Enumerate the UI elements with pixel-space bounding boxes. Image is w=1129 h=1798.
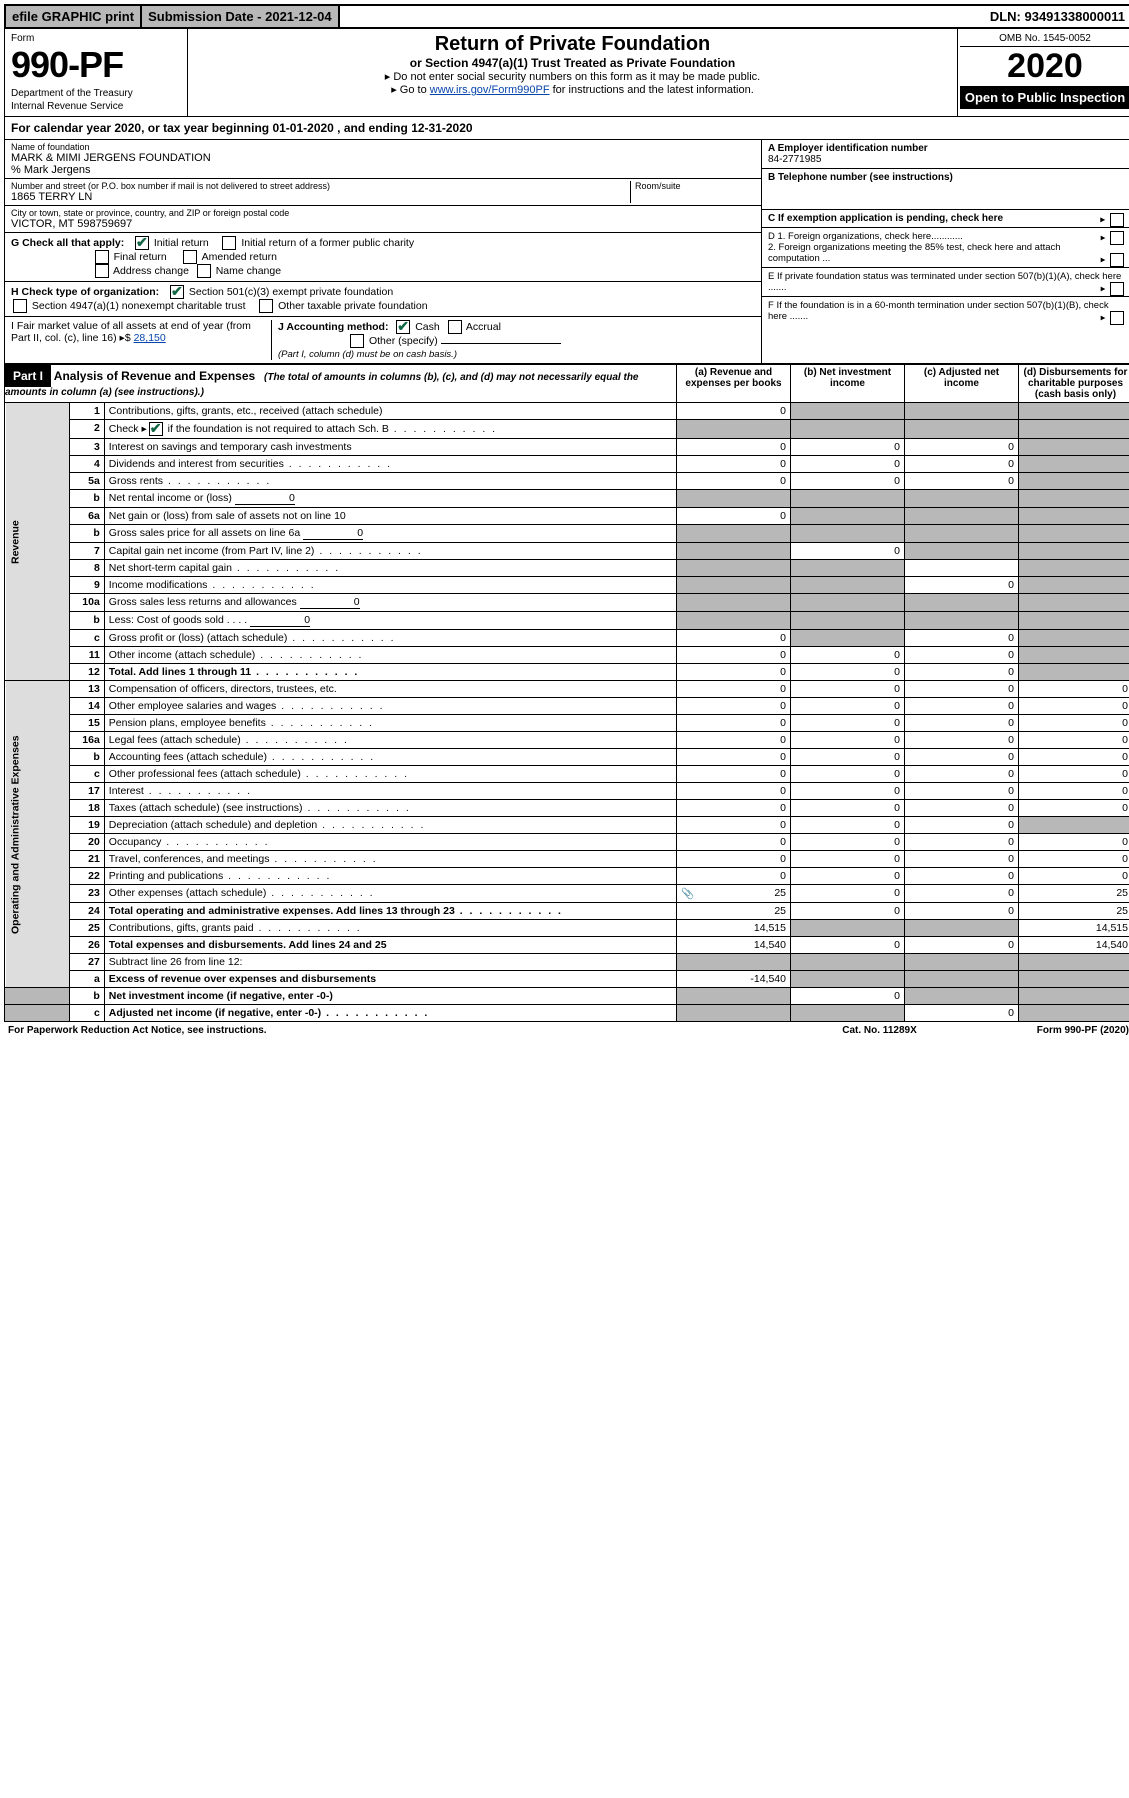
col-c: (c) Adjusted net income: [905, 365, 1019, 403]
submission-date: Submission Date - 2021-12-04: [142, 6, 340, 27]
chk-cash[interactable]: [396, 320, 410, 334]
chk-4947[interactable]: [13, 299, 27, 313]
city-cell: City or town, state or province, country…: [5, 206, 761, 233]
ein-cell: A Employer identification number 84-2771…: [762, 140, 1129, 169]
entity-block: Name of foundation MARK & MIMI JERGENS F…: [4, 140, 1129, 364]
chk-initial[interactable]: [135, 236, 149, 250]
h-row: H Check type of organization: Section 50…: [5, 282, 761, 317]
calendar-row: For calendar year 2020, or tax year begi…: [4, 117, 1129, 140]
form-title: Return of Private Foundation: [194, 33, 951, 56]
chk-namechg[interactable]: [197, 264, 211, 278]
phone-cell: B Telephone number (see instructions): [762, 169, 1129, 210]
form-number: 990-PF: [11, 44, 181, 86]
chk-other-method[interactable]: [350, 334, 364, 348]
chk-other-tax[interactable]: [259, 299, 273, 313]
e-cell: E If private foundation status was termi…: [762, 268, 1129, 297]
paperwork-notice: For Paperwork Reduction Act Notice, see …: [8, 1025, 267, 1036]
chk-d1[interactable]: [1110, 231, 1124, 245]
top-bar: efile GRAPHIC print Submission Date - 20…: [4, 4, 1129, 29]
d-cell: D 1. Foreign organizations, check here..…: [762, 228, 1129, 268]
chk-f[interactable]: [1110, 311, 1124, 325]
cat-no: Cat. No. 11289X: [842, 1025, 916, 1036]
c-cell: C If exemption application is pending, c…: [762, 210, 1129, 228]
tax-year: 2020: [960, 47, 1129, 86]
form-link[interactable]: www.irs.gov/Form990PF: [430, 84, 550, 96]
irs: Internal Revenue Service: [11, 101, 181, 112]
expenses-label: Operating and Administrative Expenses: [5, 681, 70, 988]
chk-address[interactable]: [95, 264, 109, 278]
f-cell: F If the foundation is in a 60-month ter…: [762, 297, 1129, 325]
revenue-label: Revenue: [5, 403, 70, 681]
part1-table: Part I Analysis of Revenue and Expenses …: [4, 364, 1129, 1022]
col-d: (d) Disbursements for charitable purpose…: [1019, 365, 1129, 403]
chk-d2[interactable]: [1110, 253, 1124, 267]
chk-initial-former[interactable]: [222, 236, 236, 250]
address-cell: Number and street (or P.O. box number if…: [5, 179, 761, 206]
dept: Department of the Treasury: [11, 88, 181, 99]
col-a: (a) Revenue and expenses per books: [677, 365, 791, 403]
ij-row: I Fair market value of all assets at end…: [5, 317, 761, 363]
form-header: Form 990-PF Department of the Treasury I…: [4, 29, 1129, 117]
chk-c[interactable]: [1110, 213, 1124, 227]
open-public: Open to Public Inspection: [960, 86, 1129, 109]
attach-icon[interactable]: 📎: [681, 887, 694, 900]
efile-badge[interactable]: efile GRAPHIC print: [6, 6, 142, 27]
form-word: Form: [11, 33, 181, 44]
fmv-link[interactable]: 28,150: [134, 332, 166, 344]
chk-501c3[interactable]: [170, 285, 184, 299]
g-row: G Check all that apply: Initial return I…: [5, 233, 761, 282]
footer: For Paperwork Reduction Act Notice, see …: [4, 1022, 1129, 1039]
chk-amended[interactable]: [183, 250, 197, 264]
chk-e[interactable]: [1110, 282, 1124, 296]
foundation-name-cell: Name of foundation MARK & MIMI JERGENS F…: [5, 140, 761, 179]
chk-final[interactable]: [95, 250, 109, 264]
instr-2: Go to www.irs.gov/Form990PF for instruct…: [194, 83, 951, 96]
dln: DLN: 93491338000011: [984, 6, 1129, 27]
omb: OMB No. 1545-0052: [960, 31, 1129, 47]
form-subtitle: or Section 4947(a)(1) Trust Treated as P…: [194, 56, 951, 70]
form-ref: Form 990-PF (2020): [1037, 1025, 1129, 1036]
col-b: (b) Net investment income: [791, 365, 905, 403]
chk-schb[interactable]: [149, 422, 163, 436]
instr-1: Do not enter social security numbers on …: [194, 70, 951, 83]
chk-accrual[interactable]: [448, 320, 462, 334]
